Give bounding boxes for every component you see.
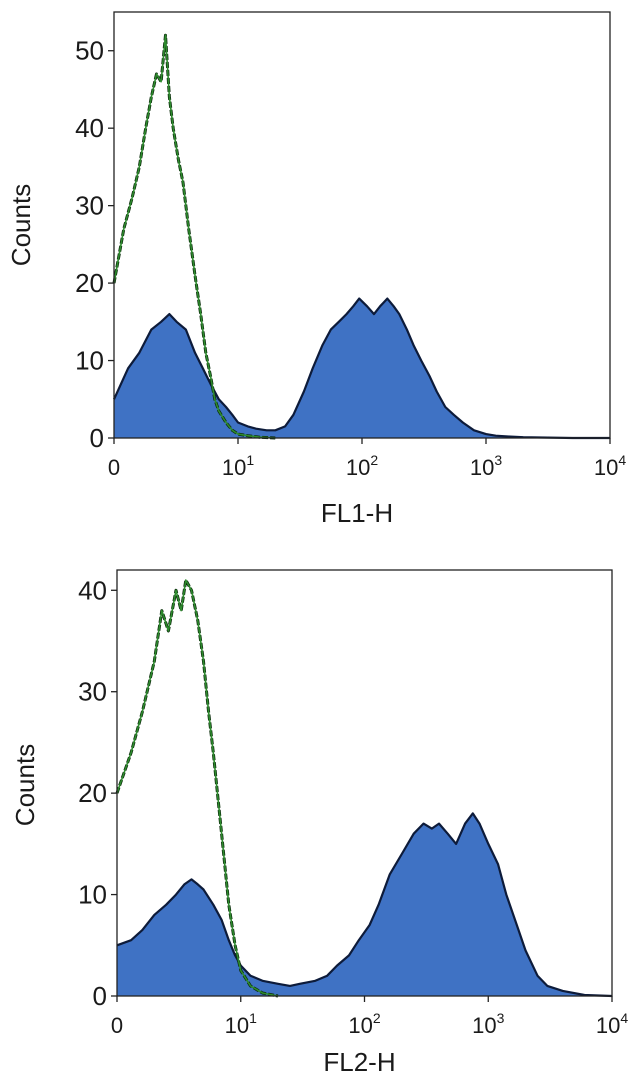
y-tick-label: 0	[90, 423, 104, 453]
x-axis-label: FL1-H	[321, 498, 393, 528]
x-tick-exponent: 3	[494, 452, 502, 468]
stained-histogram-outline	[116, 812, 613, 998]
x-tick-label: 103	[470, 452, 502, 480]
histogram-fl1-chart: 0 10 20 30 40 50 0 101 102 103 104 FL1-H Counts	[6, 11, 626, 528]
x-tick-label: 104	[596, 1010, 628, 1038]
y-tick-label: 10	[78, 880, 107, 910]
y-tick-label: 40	[75, 113, 104, 143]
y-axis-label: Counts	[6, 184, 36, 266]
stained-histogram-area	[117, 813, 612, 996]
plot-area	[112, 33, 610, 440]
x-axis-label: FL2-H	[323, 1047, 395, 1077]
x-tick-exponent: 1	[246, 452, 254, 468]
y-tick-label: 30	[78, 677, 107, 707]
x-tick-label: 101	[222, 452, 254, 480]
x-tick-label: 104	[594, 452, 626, 480]
histogram-panel-fl2: 0 10 20 30 40 0 101 102 103 104 FL2-H Counts	[0, 555, 641, 1087]
x-tick-exponent: 3	[497, 1010, 505, 1026]
control-histogram-line	[113, 34, 276, 439]
x-tick-label: 102	[348, 1010, 380, 1038]
x-tick-label: 0	[108, 455, 120, 480]
x-tick-label: 103	[472, 1010, 504, 1038]
x-tick-label: 102	[346, 452, 378, 480]
y-tick-label: 20	[75, 268, 104, 298]
y-tick-label: 0	[93, 981, 107, 1011]
x-tick-exponent: 4	[618, 452, 626, 468]
stained-histogram-outline	[112, 297, 610, 440]
y-tick-label: 50	[75, 36, 104, 66]
stained-histogram-area	[114, 298, 610, 438]
x-tick-exponent: 2	[370, 452, 378, 468]
y-tick-label: 40	[78, 575, 107, 605]
histogram-panel-fl1: 0 10 20 30 40 50 0 101 102 103 104 FL1-H Counts	[0, 0, 641, 540]
x-tick-label: 101	[225, 1010, 257, 1038]
histogram-fl2-chart: 0 10 20 30 40 0 101 102 103 104 FL2-H Counts	[10, 569, 628, 1077]
x-tick-exponent: 4	[620, 1010, 628, 1026]
plot-area	[115, 578, 613, 998]
x-tick-exponent: 1	[249, 1010, 257, 1026]
x-tick-exponent: 2	[373, 1010, 381, 1026]
control-histogram-line	[116, 579, 279, 997]
y-axis-label: Counts	[10, 744, 40, 826]
y-tick-label: 20	[78, 778, 107, 808]
y-tick-label: 30	[75, 191, 104, 221]
x-tick-label: 0	[111, 1013, 123, 1038]
y-tick-label: 10	[75, 346, 104, 376]
